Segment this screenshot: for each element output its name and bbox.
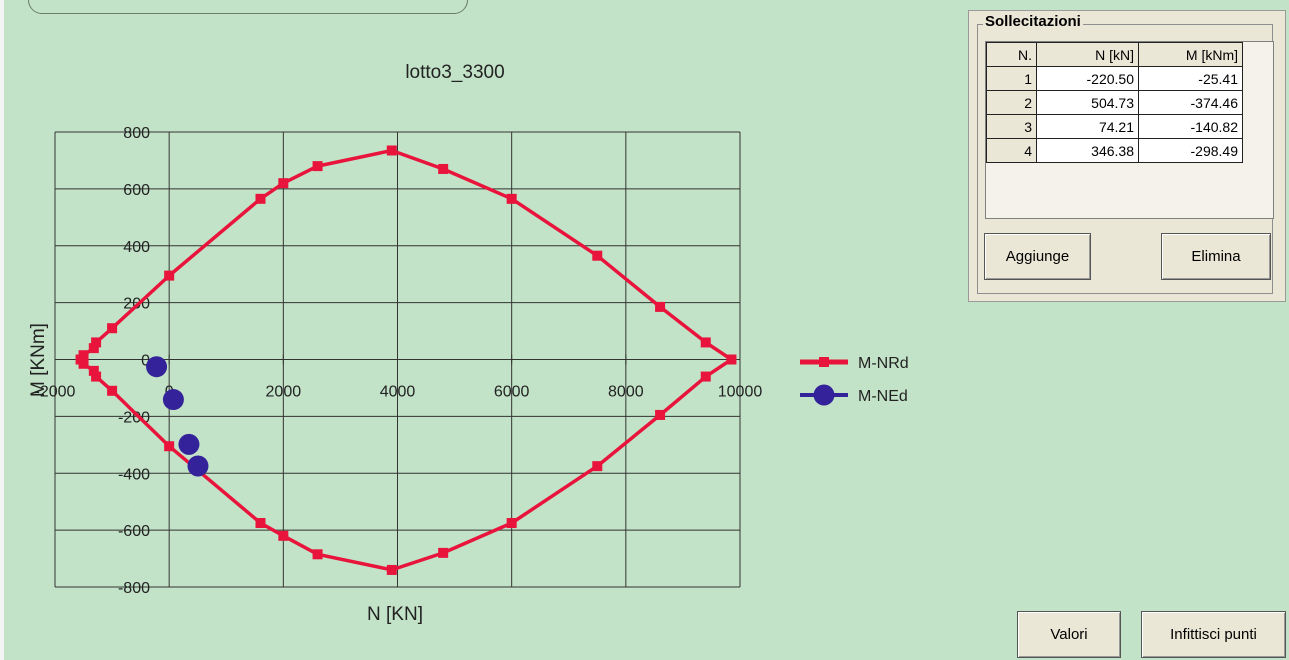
m-value-cell[interactable]: -140.82	[1138, 114, 1243, 139]
legend-label: M-NRd	[858, 355, 909, 372]
series-point-M-NRd	[592, 250, 603, 261]
add-button[interactable]: Aggiunge	[984, 233, 1091, 280]
column-header-m[interactable]: M [kNm]	[1138, 42, 1243, 67]
series-point-M-NRd	[386, 564, 397, 575]
series-point-M-NRd	[655, 409, 666, 420]
x-tick-label: -2000	[35, 384, 76, 401]
x-tick-label: 6000	[494, 384, 530, 401]
chart-series	[75, 145, 737, 575]
series-point-M-NRd	[164, 270, 175, 281]
x-tick-label: 4000	[380, 384, 416, 401]
series-point-M-NRd	[91, 337, 102, 348]
series-point-M-NRd	[88, 343, 99, 354]
window-left-edge	[0, 0, 4, 660]
series-point-M-NEd	[178, 433, 200, 455]
delete-button[interactable]: Elimina	[1161, 233, 1271, 280]
series-point-M-NRd	[312, 549, 323, 560]
series-point-M-NEd	[187, 455, 209, 477]
series-line-M-NRd	[79, 148, 734, 572]
values-button[interactable]: Valori	[1017, 611, 1121, 658]
sollecitazioni-grid[interactable]: N. N [kN] M [kNm] 1 -220.50 -25.41 2 504…	[985, 41, 1274, 219]
series-point-M-NRd	[386, 145, 397, 156]
series-point-M-NRd	[107, 323, 118, 334]
y-tick-label: 600	[123, 182, 150, 199]
m-value-cell[interactable]: -374.46	[1138, 90, 1243, 115]
series-point-M-NRd	[700, 371, 711, 382]
series-point-M-NRd	[438, 547, 449, 558]
series-point-M-NEd	[146, 356, 168, 378]
series-point-M-NRd	[592, 461, 603, 472]
chart-legend: M-NRd M-NEd	[800, 355, 909, 406]
series-point-M-NRd	[164, 441, 175, 452]
x-tick-label: 8000	[608, 384, 644, 401]
series-point-M-NRd	[255, 518, 266, 529]
row-index-cell[interactable]: 2	[986, 90, 1037, 115]
n-value-cell[interactable]: -220.50	[1036, 66, 1139, 91]
legend-label: M-NEd	[858, 388, 908, 405]
series-point-M-NRd	[278, 178, 289, 189]
row-index-cell[interactable]: 4	[986, 138, 1037, 163]
row-index-cell[interactable]: 3	[986, 114, 1037, 139]
series-point-M-NRd	[107, 385, 118, 396]
y-tick-label: -400	[118, 466, 150, 483]
chart-title: lotto3_3300	[405, 62, 504, 83]
series-point-M-NRd	[312, 161, 323, 172]
series-point-M-NRd	[91, 371, 102, 382]
chart: lotto3_3300 8006004002000-200-400-600-80…	[28, 62, 909, 625]
densify-points-button[interactable]: Infittisci punti	[1141, 611, 1286, 658]
x-tick-label: 2000	[266, 384, 302, 401]
series-point-M-NEd	[162, 389, 184, 411]
series-point-M-NRd	[700, 337, 711, 348]
n-value-cell[interactable]: 504.73	[1036, 90, 1139, 115]
table-row[interactable]: 1 -220.50 -25.41	[986, 66, 1243, 91]
x-axis-label: N [KN]	[367, 604, 423, 625]
table-row[interactable]: 3 74.21 -140.82	[986, 114, 1243, 139]
y-tick-label: 800	[123, 125, 150, 142]
sollecitazioni-table: N. N [kN] M [kNm] 1 -220.50 -25.41 2 504…	[986, 42, 1243, 163]
sollecitazioni-title: Sollecitazioni	[983, 13, 1083, 30]
m-value-cell[interactable]: -298.49	[1138, 138, 1243, 163]
table-row[interactable]: 2 504.73 -374.46	[986, 90, 1243, 115]
series-point-M-NRd	[655, 301, 666, 312]
m-value-cell[interactable]: -25.41	[1138, 66, 1243, 91]
n-value-cell[interactable]: 74.21	[1036, 114, 1139, 139]
y-tick-label: 0	[141, 353, 150, 370]
series-point-M-NRd	[506, 518, 517, 529]
series-point-M-NRd	[506, 193, 517, 204]
y-tick-label: -800	[118, 580, 150, 597]
series-point-M-NRd	[726, 354, 737, 365]
y-tick-label: -600	[118, 523, 150, 540]
n-value-cell[interactable]: 346.38	[1036, 138, 1139, 163]
table-row[interactable]: 4 346.38 -298.49	[986, 138, 1243, 163]
legend-marker-M-NRd	[819, 357, 829, 367]
column-header-index[interactable]: N.	[986, 42, 1037, 67]
series-point-M-NRd	[88, 365, 99, 376]
series-point-M-NRd	[278, 530, 289, 541]
series-point-M-NRd	[255, 193, 266, 204]
chart-axes: 8006004002000-200-400-600-800-2000020004…	[35, 125, 763, 597]
table-header-row: N. N [kN] M [kNm]	[986, 42, 1243, 67]
sollecitazioni-panel: Sollecitazioni N. N [kN] M [kNm] 1 -220.…	[968, 10, 1286, 302]
legend-marker-M-NEd	[813, 384, 835, 406]
y-tick-label: 400	[123, 239, 150, 256]
series-point-M-NRd	[75, 354, 86, 365]
column-header-n[interactable]: N [kN]	[1036, 42, 1139, 67]
series-point-M-NRd	[438, 163, 449, 174]
y-axis-label: M [KNm]	[28, 323, 49, 397]
row-index-cell[interactable]: 1	[986, 66, 1037, 91]
x-tick-label: 10000	[718, 384, 763, 401]
